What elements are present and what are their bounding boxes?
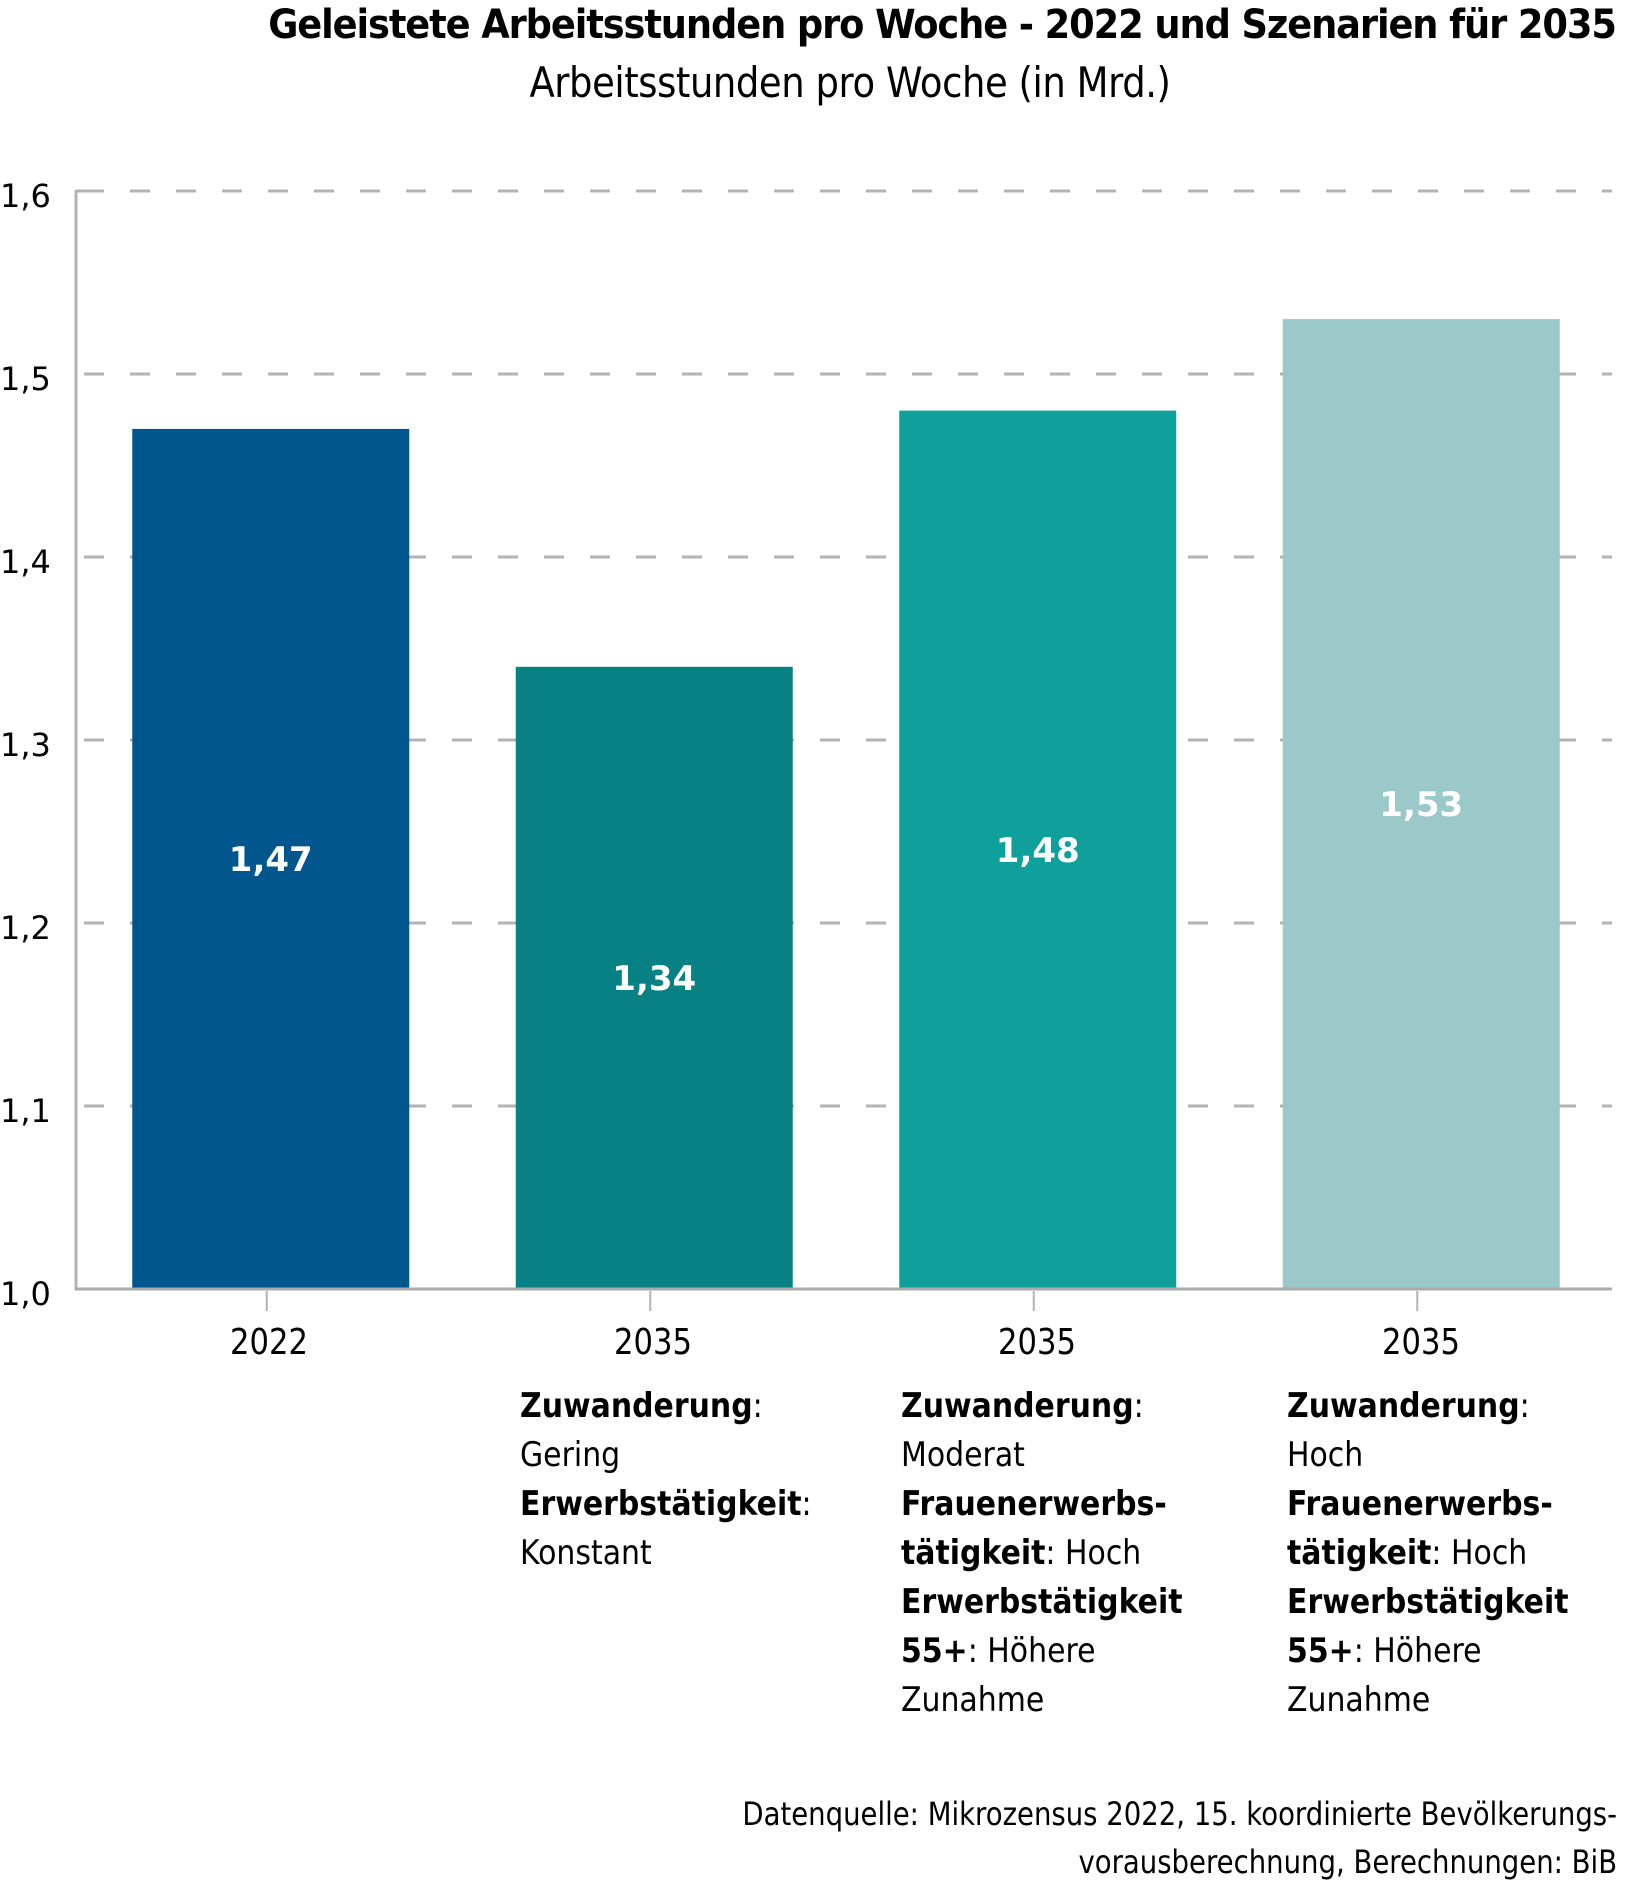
bar-value-label: 1,53 bbox=[1379, 785, 1463, 825]
bars bbox=[132, 319, 1560, 1290]
bar bbox=[515, 666, 793, 1289]
scenario-description-high: Zuwanderung: Hoch Frauenerwerbs- tätigke… bbox=[1287, 1386, 1569, 1720]
scenario-description-moderate: Zuwanderung: Moderat Frauenerwerbs- täti… bbox=[901, 1386, 1183, 1720]
bar-value-label: 1,48 bbox=[996, 831, 1080, 871]
bar bbox=[132, 428, 410, 1289]
y-tick-label: 1,0 bbox=[0, 1275, 51, 1313]
axes bbox=[74, 189, 1612, 1311]
x-label-year: 2035 bbox=[998, 1322, 1076, 1363]
y-tick-label: 1,1 bbox=[0, 1092, 51, 1130]
scenario-description-low: Zuwanderung: Gering Erwerbstätigkeit: Ko… bbox=[520, 1386, 812, 1573]
value-labels: 1,47 1,34 1,48 1,53 bbox=[229, 785, 1463, 999]
data-source-note: Datenquelle: Mikrozensus 2022, 15. koord… bbox=[742, 1795, 1617, 1881]
y-tick-label: 1,4 bbox=[0, 543, 51, 581]
y-tick-labels: 1,0 1,1 1,2 1,3 1,4 1,5 1,6 bbox=[0, 177, 51, 1313]
bar-value-label: 1,34 bbox=[612, 959, 696, 999]
chart-subtitle: Arbeitsstunden pro Woche (in Mrd.) bbox=[529, 58, 1171, 107]
x-label-year: 2035 bbox=[1382, 1322, 1460, 1363]
y-tick-label: 1,5 bbox=[0, 360, 51, 398]
y-tick-label: 1,3 bbox=[0, 726, 51, 764]
y-tick-label: 1,6 bbox=[0, 177, 51, 215]
x-label-year: 2035 bbox=[614, 1322, 692, 1363]
bar bbox=[899, 410, 1177, 1290]
bar-chart: 1,0 1,1 1,2 1,3 1,4 1,5 1,6 1,47 1,34 1,48 1,53 bbox=[0, 177, 1612, 1313]
x-label-year: 2022 bbox=[230, 1322, 308, 1363]
y-tick-label: 1,2 bbox=[0, 909, 51, 947]
bar bbox=[1282, 319, 1560, 1290]
chart-title: Geleistete Arbeitsstunden pro Woche - 20… bbox=[268, 2, 1617, 48]
bar-value-label: 1,47 bbox=[229, 840, 313, 880]
